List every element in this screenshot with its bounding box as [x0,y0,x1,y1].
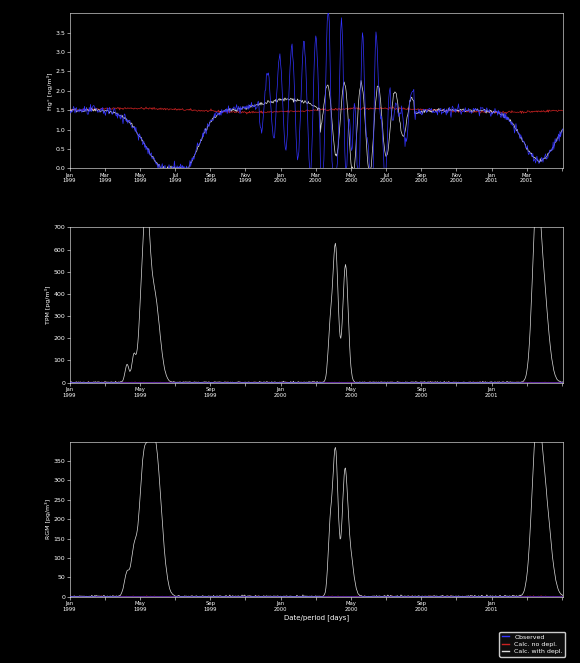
X-axis label: Date/period [days]: Date/period [days] [284,615,349,621]
Legend: Observed, Calc. no depl., Calc. with depl.: Observed, Calc. no depl., Calc. with dep… [499,632,566,656]
Y-axis label: TPM [pg/m³]: TPM [pg/m³] [45,286,51,324]
Y-axis label: RGM [pg/m³]: RGM [pg/m³] [45,499,51,539]
Y-axis label: Hg° [ng/m³]: Hg° [ng/m³] [47,72,53,109]
